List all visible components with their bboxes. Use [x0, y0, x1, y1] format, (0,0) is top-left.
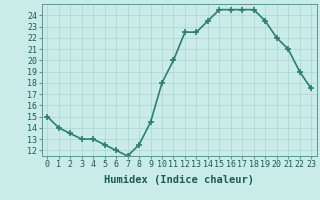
X-axis label: Humidex (Indice chaleur): Humidex (Indice chaleur) [104, 175, 254, 185]
